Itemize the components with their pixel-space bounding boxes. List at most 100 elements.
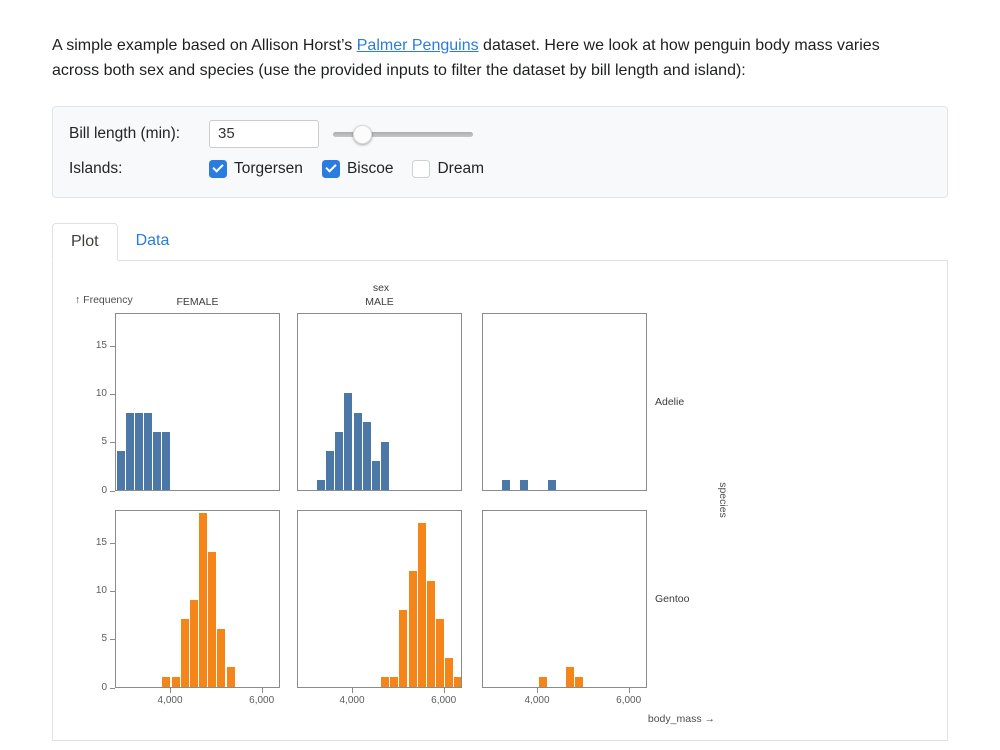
histogram-bar — [335, 431, 344, 490]
tab-bar: Plot Data — [52, 222, 948, 261]
y-axis-title: ↑ Frequency — [75, 293, 133, 306]
biscoe-label: Biscoe — [346, 159, 394, 177]
histogram-bar — [390, 676, 399, 687]
histogram-bar — [547, 479, 556, 490]
y-tick-label: 10 — [95, 585, 107, 597]
x-tick-label: 6,000 — [249, 694, 275, 706]
y-tick-mark — [110, 591, 115, 593]
tab-data[interactable]: Data — [135, 231, 170, 249]
bill-length-input[interactable] — [209, 119, 319, 148]
torgersen-label: Torgersen — [234, 159, 303, 177]
y-tick-label: 5 — [101, 436, 107, 448]
y-tick-mark — [110, 543, 115, 545]
plot-tab-content: ↑ Frequency sex FEMALE MALE 0 0 5 5 10 10 15 15 4,00… — [52, 260, 948, 741]
histogram-bar — [171, 676, 180, 687]
histogram-bar — [520, 479, 529, 490]
histogram-bar — [326, 451, 335, 490]
facet-panel-gentoo-male — [297, 509, 462, 688]
histogram-bar — [134, 412, 143, 490]
intro-text-after: dataset. Here we look at how penguin bod… — [52, 37, 880, 79]
dream-checkbox[interactable] — [412, 159, 431, 178]
histogram-bar — [566, 667, 575, 687]
torgersen-checkbox[interactable] — [209, 159, 227, 178]
y-tick-mark — [110, 442, 115, 444]
slider-track[interactable] — [333, 131, 473, 137]
y-tick-label: 15 — [95, 340, 107, 352]
histogram-bar — [436, 619, 445, 687]
histogram-bar — [408, 571, 417, 687]
histogram-bar — [381, 441, 390, 490]
tab-plot[interactable]: Plot — [52, 222, 118, 261]
histogram-bar — [399, 609, 408, 687]
histogram-bar — [153, 431, 162, 490]
y-tick-label: 15 — [95, 537, 107, 549]
y-tick-mark — [110, 687, 115, 689]
histogram-bar — [362, 422, 371, 490]
histogram-bar — [417, 523, 426, 687]
row-header-gentoo: Gentoo — [655, 592, 690, 605]
islands-row: Islands: Torgersen Biscoe Dream — [69, 154, 931, 184]
x-tick-label: 6,000 — [431, 694, 457, 706]
y-tick-mark — [110, 394, 115, 396]
histogram-bar — [162, 431, 171, 490]
bill-length-row: Bill length (min): — [69, 119, 931, 149]
x-tick-label: 4,000 — [339, 694, 365, 706]
x-tick-mark — [537, 687, 538, 693]
histogram-bar — [353, 412, 362, 490]
histogram-bar — [189, 600, 198, 687]
x-axis-title: body_mass → — [647, 712, 715, 725]
x-tick-mark — [628, 687, 630, 693]
histogram-bar — [208, 551, 217, 687]
y-tick-label: 10 — [95, 388, 107, 400]
filter-panel: Bill length (min): Islands: Torgersen Bi… — [52, 105, 948, 198]
x-tick-label: 4,000 — [157, 694, 183, 706]
x-tick-label: 4,000 — [524, 694, 550, 706]
island-checkbox-group: Torgersen Biscoe Dream — [209, 159, 484, 178]
y-tick-label: 5 — [101, 633, 107, 645]
histogram-bar — [162, 676, 171, 687]
y-tick-label: 0 — [101, 681, 107, 693]
histogram-bar — [381, 676, 390, 687]
palmer-penguins-link[interactable]: Palmer Penguins — [356, 37, 479, 54]
y-tick-mark — [110, 490, 115, 492]
biscoe-checkbox[interactable] — [321, 159, 340, 178]
y-tick-label: 0 — [101, 484, 107, 496]
facet-panel-adelie-male — [297, 312, 462, 491]
island-option-biscoe[interactable]: Biscoe — [321, 159, 394, 178]
column-facet-title: sex — [372, 281, 390, 294]
facet-panel-adelie-na — [482, 312, 647, 491]
facet-histogram-chart: ↑ Frequency sex FEMALE MALE 0 0 5 5 10 10 15 15 4,00… — [75, 279, 765, 734]
histogram-bar — [445, 657, 454, 687]
histogram-bar — [538, 676, 547, 687]
bill-length-label: Bill length (min): — [69, 124, 181, 142]
x-tick-mark — [170, 687, 171, 693]
histogram-bar — [125, 412, 134, 490]
y-tick-mark — [110, 346, 115, 348]
x-tick-mark — [352, 687, 353, 693]
intro-text-before: A simple example based on Allison Horst’… — [52, 37, 357, 54]
bill-length-slider-thumb[interactable] — [353, 124, 372, 144]
row-header-adelie: Adelie — [655, 395, 685, 408]
histogram-bar — [226, 667, 235, 687]
island-option-dream[interactable]: Dream — [412, 159, 484, 178]
intro-text: A simple example based on Allison Horst’… — [52, 34, 924, 84]
island-option-torgersen[interactable]: Torgersen — [209, 159, 303, 178]
histogram-bar — [344, 393, 353, 490]
y-tick-mark — [110, 639, 115, 641]
histogram-bar — [199, 513, 208, 687]
histogram-bar — [426, 580, 435, 687]
column-header-female: FEMALE — [176, 295, 219, 308]
histogram-bar — [371, 460, 380, 490]
histogram-bar — [180, 619, 189, 687]
histogram-bar — [575, 676, 584, 687]
facet-panel-gentoo-na — [482, 509, 647, 688]
histogram-bar — [501, 479, 510, 490]
histogram-bar — [217, 628, 226, 687]
bill-length-slider[interactable] — [333, 124, 473, 144]
histogram-bar — [454, 676, 461, 687]
x-tick-label: 6,000 — [616, 694, 642, 706]
x-tick-mark — [443, 687, 445, 693]
facet-panel-gentoo-female — [115, 509, 280, 688]
histogram-bar — [116, 451, 125, 490]
